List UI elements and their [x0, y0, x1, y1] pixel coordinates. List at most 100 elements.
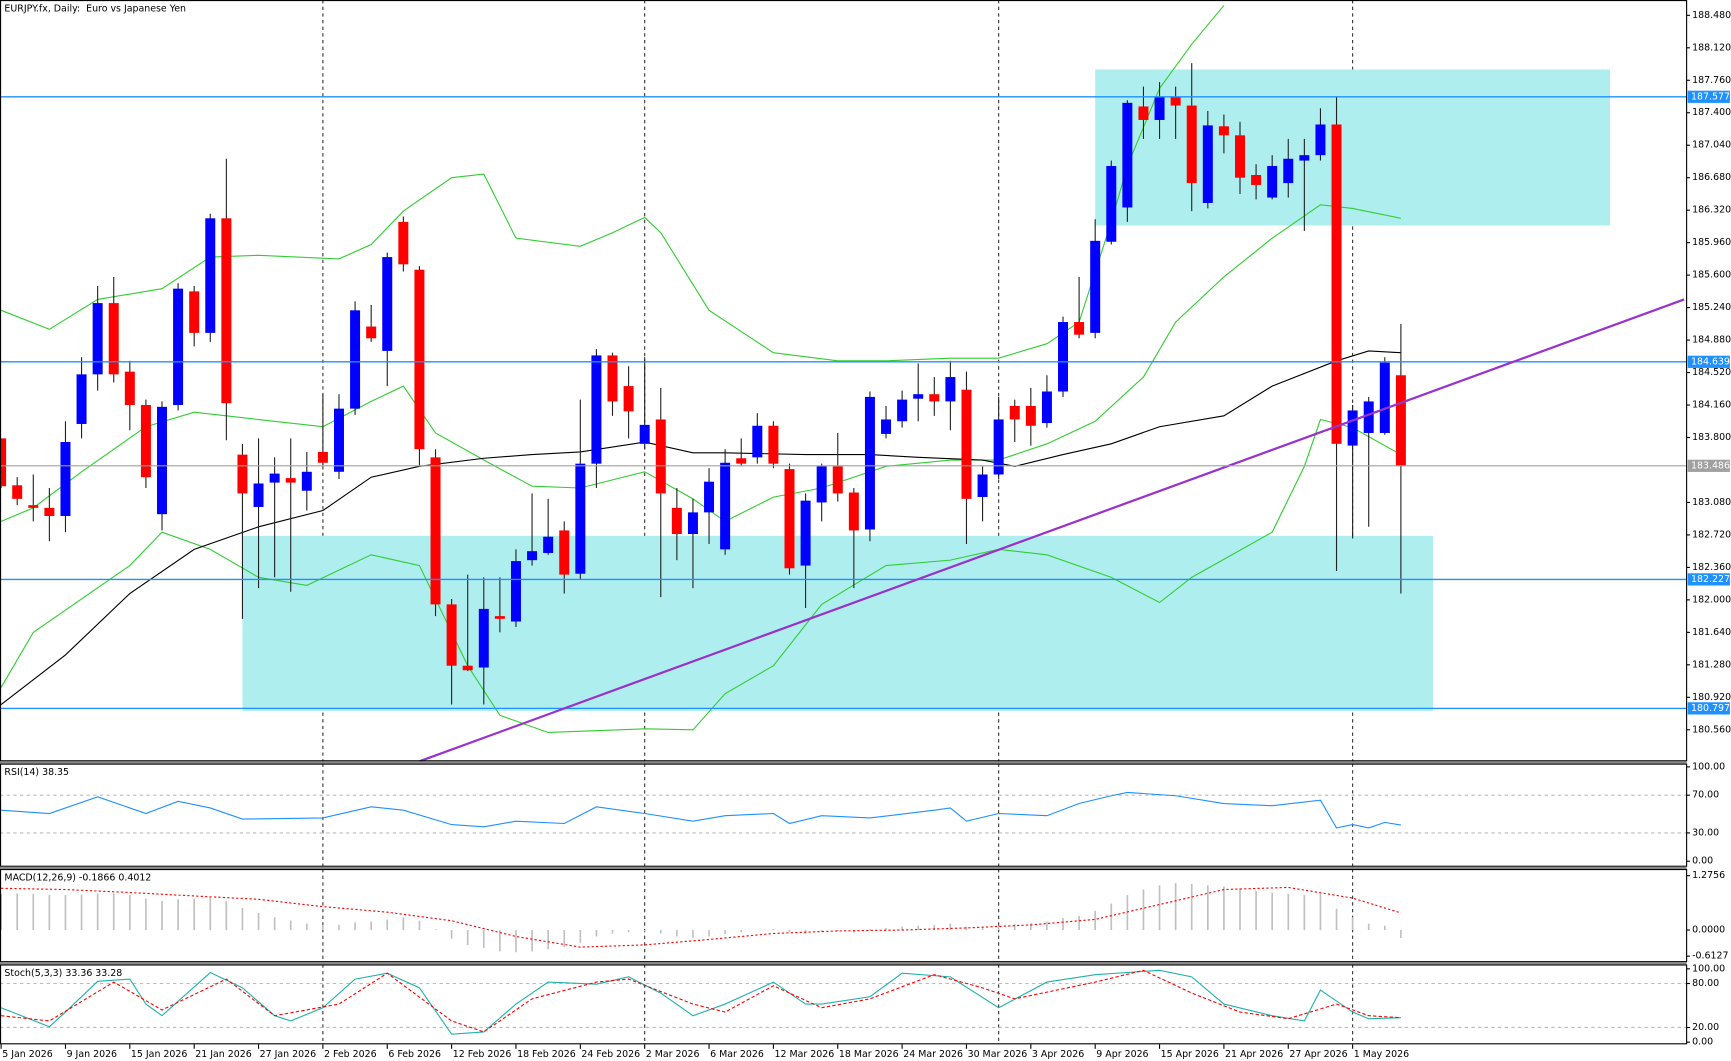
y-tick-label: 180.560 [1692, 724, 1731, 735]
x-tick-label: 3 Apr 2026 [1032, 1049, 1084, 1060]
candle-body [92, 303, 103, 375]
candle-body [317, 451, 328, 463]
candle-body [157, 406, 167, 515]
candle-body [816, 466, 827, 503]
macd-bar [177, 899, 179, 931]
candle-body [510, 561, 521, 622]
macd-bar [531, 930, 533, 952]
candle-body [1106, 165, 1117, 242]
macd-bar [997, 925, 1000, 931]
macd-bar [1013, 924, 1016, 931]
x-tick-label: 24 Mar 2026 [903, 1049, 963, 1060]
macd-bar [225, 901, 228, 931]
candle-body [607, 355, 618, 402]
macd-bar [482, 930, 485, 948]
x-tick-label: 24 Feb 2026 [581, 1049, 640, 1060]
macd-bar [724, 930, 726, 935]
y-tick-label: 186.680 [1692, 172, 1731, 183]
candle-body [494, 616, 505, 619]
pane-frame [0, 0, 1688, 762]
x-tick-label: 2 Feb 2026 [324, 1049, 377, 1060]
macd-bar [788, 930, 791, 933]
macd-bar [692, 930, 694, 938]
macd-bar [1110, 903, 1113, 931]
x-tick-label: 30 Mar 2026 [968, 1049, 1028, 1060]
macd-bar [1287, 893, 1290, 931]
candle-body [1363, 401, 1374, 433]
macd-bar [1206, 885, 1209, 931]
y-tick-label: 182.720 [1692, 529, 1731, 540]
macd-bar [643, 930, 646, 932]
macd-bar [1319, 893, 1322, 931]
candle-body [1122, 102, 1133, 208]
macd-bar [1400, 930, 1402, 938]
candle-body [1074, 322, 1085, 335]
macd-bar [595, 930, 598, 937]
indicator-line [0, 5, 1225, 362]
macd-bar [1126, 895, 1129, 931]
candle-body [752, 425, 763, 458]
y-tick-label: 1.2756 [1692, 870, 1725, 881]
macd-bar [273, 917, 276, 931]
price-tag [1687, 702, 1730, 715]
y-tick-label: 0.00 [1692, 1037, 1713, 1048]
pane-title: EURJPY.fx, Daily: Euro vs Japanese Yen [4, 3, 186, 14]
macd-bar [402, 917, 405, 931]
pane-divider [0, 866, 1687, 869]
macd-bar [112, 893, 115, 931]
candle-body [1041, 391, 1052, 424]
candle-body [28, 505, 39, 508]
macd-bar [354, 922, 356, 931]
macd-bar [450, 930, 453, 939]
candle-body [639, 424, 650, 444]
candle-body [961, 389, 972, 499]
candle-body [140, 405, 151, 478]
macd-bar [1094, 910, 1097, 931]
candle-body [189, 291, 200, 333]
x-tick-label: 15 Jan 2026 [131, 1049, 187, 1060]
y-tick-label: -0.6127 [1692, 951, 1728, 962]
bid-tag-label: 183.486 [1691, 460, 1730, 471]
macd-bar [1303, 895, 1306, 931]
x-tick-label: 12 Mar 2026 [775, 1049, 835, 1060]
candle-body [1267, 165, 1278, 198]
candle-body [350, 310, 361, 409]
candle-body [527, 551, 538, 561]
y-tick-label: 183.800 [1692, 432, 1731, 443]
macd-bar [1174, 883, 1177, 931]
candle-body [559, 530, 570, 575]
y-tick-label: 100.00 [1692, 963, 1725, 974]
macd-bar [820, 930, 823, 933]
candle-body [784, 469, 795, 569]
candle-body [1299, 155, 1310, 161]
candle-body [993, 419, 1004, 475]
macd-bar [1062, 918, 1064, 931]
pane [0, 763, 1687, 867]
macd-bar [901, 926, 903, 931]
macd-bar [1030, 923, 1032, 931]
candle-body [623, 386, 634, 412]
price-tag-label: 187.577 [1691, 91, 1730, 102]
candle-body [768, 425, 779, 464]
pane-divider [0, 761, 1687, 764]
macd-bar [1223, 886, 1225, 931]
macd-bar [563, 930, 566, 948]
macd-bar [386, 919, 389, 931]
y-tick-label: 187.040 [1692, 140, 1731, 151]
macd-bar [32, 893, 35, 931]
x-tick-label: 12 Feb 2026 [453, 1049, 512, 1060]
y-tick-label: 0.0000 [1692, 925, 1725, 936]
macd-bar [434, 929, 437, 931]
candle-body [269, 473, 280, 483]
macd-bar [869, 929, 871, 931]
y-tick-label: 186.320 [1692, 205, 1731, 216]
y-tick-label: 185.240 [1692, 302, 1731, 313]
candle-body [173, 288, 184, 406]
macd-bar [370, 921, 372, 931]
x-tick-label: 6 Mar 2026 [710, 1049, 764, 1060]
macd-bar [1239, 888, 1241, 931]
candle-body [478, 608, 489, 668]
price-tag [1687, 573, 1730, 586]
macd-bar [917, 925, 920, 931]
macd-bar [1255, 890, 1257, 931]
